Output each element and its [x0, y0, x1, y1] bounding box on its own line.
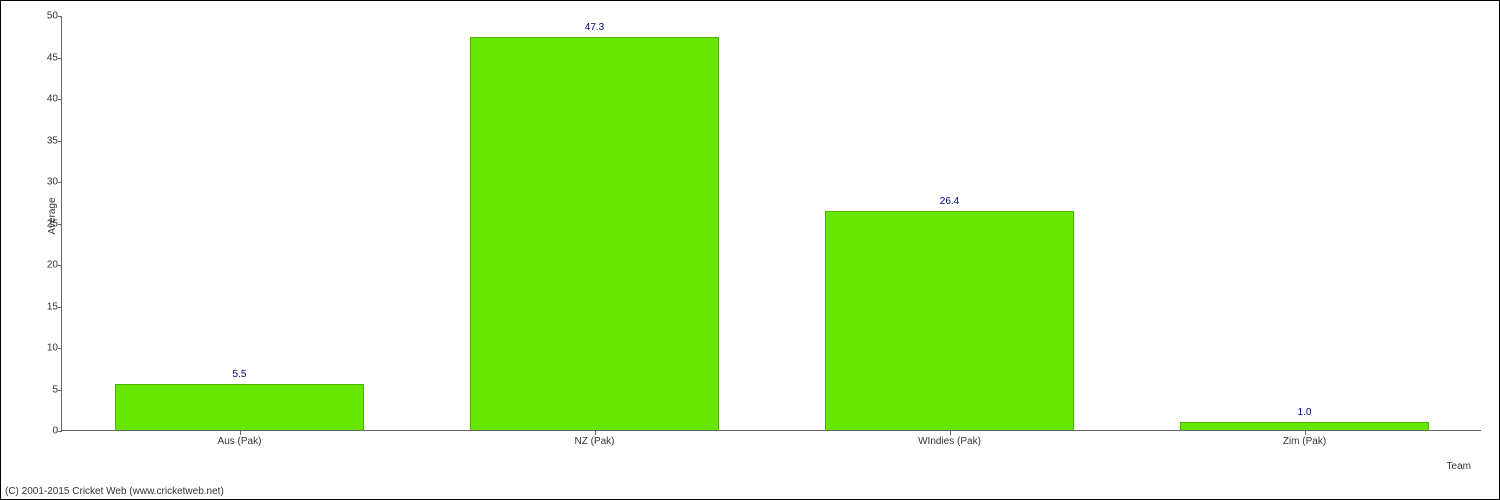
- chart-container: Average 051015202530354045505.5Aus (Pak)…: [41, 16, 1481, 456]
- y-tick-mark: [58, 265, 62, 266]
- y-tick-label: 50: [34, 11, 58, 22]
- y-tick-mark: [58, 348, 62, 349]
- x-tick-mark: [595, 431, 596, 435]
- y-tick-mark: [58, 390, 62, 391]
- bar-value-label: 5.5: [233, 369, 247, 380]
- x-tick-mark: [240, 431, 241, 435]
- y-tick-mark: [58, 16, 62, 17]
- x-tick-label: Aus (Pak): [218, 436, 262, 447]
- x-tick-mark: [950, 431, 951, 435]
- y-tick-mark: [58, 182, 62, 183]
- copyright-text: (C) 2001-2015 Cricket Web (www.cricketwe…: [5, 486, 224, 497]
- y-tick-label: 0: [34, 426, 58, 437]
- y-tick-label: 40: [34, 94, 58, 105]
- y-tick-label: 15: [34, 301, 58, 312]
- y-tick-label: 45: [34, 52, 58, 63]
- x-tick-mark: [1305, 431, 1306, 435]
- y-tick-mark: [58, 307, 62, 308]
- y-tick-label: 30: [34, 177, 58, 188]
- y-tick-label: 10: [34, 343, 58, 354]
- bar: [115, 384, 364, 430]
- plot-area: 051015202530354045505.5Aus (Pak)47.3NZ (…: [61, 16, 1481, 431]
- x-tick-label: NZ (Pak): [575, 436, 615, 447]
- bar-value-label: 47.3: [585, 22, 604, 33]
- bar-value-label: 26.4: [940, 196, 959, 207]
- y-tick-label: 25: [34, 218, 58, 229]
- y-tick-mark: [58, 431, 62, 432]
- y-tick-label: 20: [34, 260, 58, 271]
- y-tick-mark: [58, 58, 62, 59]
- x-tick-label: WIndies (Pak): [918, 436, 981, 447]
- y-tick-label: 35: [34, 135, 58, 146]
- bar: [1180, 422, 1429, 430]
- y-tick-label: 5: [34, 384, 58, 395]
- bar: [825, 211, 1074, 430]
- bar: [470, 37, 719, 430]
- y-tick-mark: [58, 224, 62, 225]
- bar-value-label: 1.0: [1298, 407, 1312, 418]
- x-axis-title: Team: [1447, 461, 1471, 472]
- y-tick-mark: [58, 141, 62, 142]
- x-tick-label: Zim (Pak): [1283, 436, 1326, 447]
- y-tick-mark: [58, 99, 62, 100]
